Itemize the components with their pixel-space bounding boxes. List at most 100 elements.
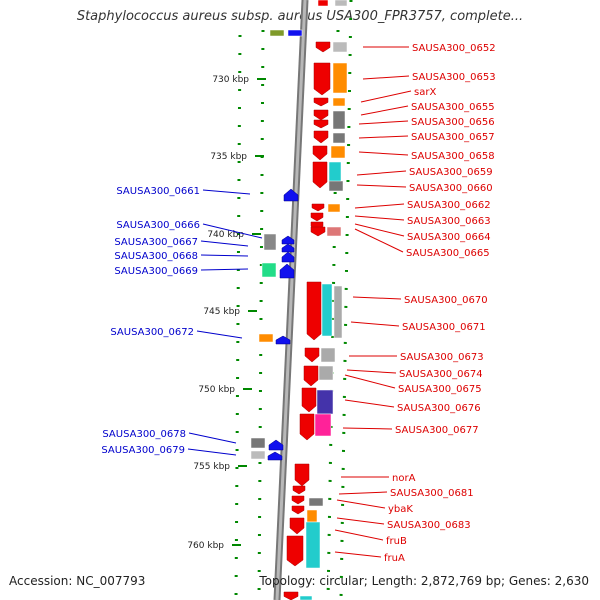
label-leader-line [352, 296, 402, 300]
feature-box [314, 413, 332, 437]
feature-box [332, 110, 346, 130]
forward-gene-label[interactable]: SAUSA300_0658 [411, 151, 495, 162]
forward-gene-label[interactable]: SAUSA300_0657 [411, 132, 495, 143]
backbone-highlight [275, 0, 307, 600]
forward-gene-arrow[interactable] [313, 62, 331, 96]
forward-gene-arrow[interactable] [291, 505, 305, 515]
forward-gene-arrow[interactable] [310, 226, 326, 237]
reverse-gene-label[interactable]: SAUSA300_0666 [116, 220, 200, 231]
axis-tick-label: 750 kbp [198, 385, 235, 395]
axis-tick-label: 745 kbp [203, 307, 240, 317]
forward-gene-arrow[interactable] [315, 41, 331, 53]
reverse-gene-arrow[interactable] [275, 335, 291, 345]
forward-gene-label[interactable]: SAUSA300_0655 [411, 102, 495, 113]
label-leader-line [202, 223, 263, 239]
feature-box [333, 285, 343, 339]
forward-gene-arrow[interactable] [313, 119, 329, 129]
forward-gene-label[interactable]: SAUSA300_0663 [407, 216, 491, 227]
forward-gene-arrow[interactable] [303, 365, 319, 387]
feature-boxes [250, 0, 348, 600]
forward-gene-label[interactable]: SAUSA300_0677 [395, 425, 479, 436]
forward-gene-arrow[interactable] [312, 161, 328, 189]
forward-gene-arrow[interactable] [313, 130, 329, 144]
forward-gene-label[interactable]: SAUSA300_0673 [400, 352, 484, 363]
forward-gene-label[interactable]: SAUSA300_0656 [411, 117, 495, 128]
forward-gene-arrow[interactable] [294, 463, 310, 487]
forward-gene-arrow[interactable] [312, 145, 328, 161]
forward-gene-label[interactable]: SAUSA300_0652 [412, 43, 496, 54]
forward-gene-label[interactable]: SAUSA300_0660 [409, 183, 493, 194]
reverse-gene-label[interactable]: SAUSA300_0678 [102, 429, 186, 440]
label-leader-line [334, 529, 384, 541]
reverse-gene-arrow[interactable] [279, 263, 295, 279]
label-leader-line [334, 551, 382, 558]
forward-gene-arrow[interactable] [313, 97, 329, 107]
track-dotted-line [257, 29, 265, 600]
forward-gene-label[interactable]: norA [392, 473, 416, 484]
forward-gene-label[interactable]: SAUSA300_0671 [402, 322, 486, 333]
axis-tick-label: 735 kbp [210, 152, 247, 162]
feature-box [261, 262, 277, 278]
reverse-gene-arrow[interactable] [268, 439, 284, 451]
genome-backbone [273, 0, 309, 600]
forward-gene-arrow[interactable] [299, 413, 315, 441]
gene-labels: SAUSA300_0652 SAUSA300_0653 sarX SAUSA300_0… [101, 43, 495, 564]
forward-gene-label[interactable]: SAUSA300_0653 [412, 72, 496, 83]
gene-arrows [267, 41, 331, 600]
forward-gene-label[interactable]: SAUSA300_0675 [398, 384, 482, 395]
label-leader-line [346, 369, 397, 374]
reverse-gene-arrow[interactable] [267, 451, 283, 461]
forward-gene-arrow[interactable] [291, 495, 305, 505]
forward-gene-arrow[interactable] [311, 203, 325, 212]
forward-gene-label[interactable]: fruB [386, 536, 407, 547]
feature-box [308, 497, 324, 507]
forward-gene-arrow[interactable] [289, 517, 305, 535]
feature-box [258, 333, 274, 343]
track-dotted-line [234, 34, 242, 600]
forward-gene-label[interactable]: SAUSA300_0670 [404, 295, 488, 306]
label-leaders [187, 46, 412, 558]
reverse-gene-label[interactable]: SAUSA300_0672 [110, 327, 194, 338]
forward-gene-arrow[interactable] [310, 212, 324, 222]
forward-gene-label[interactable]: ybaK [388, 504, 413, 515]
forward-gene-label[interactable]: SAUSA300_0665 [406, 248, 490, 259]
label-leader-line [344, 399, 395, 408]
forward-gene-label[interactable]: SAUSA300_0662 [407, 200, 491, 211]
feature-box [326, 226, 342, 237]
forward-gene-arrow[interactable] [301, 387, 317, 413]
forward-gene-arrow[interactable] [292, 485, 306, 495]
label-leader-line [354, 215, 405, 221]
reverse-gene-label[interactable]: SAUSA300_0679 [101, 445, 185, 456]
forward-gene-label[interactable]: SAUSA300_0664 [407, 232, 491, 243]
forward-gene-arrow[interactable] [304, 347, 320, 363]
forward-gene-label[interactable]: SAUSA300_0659 [409, 167, 493, 178]
reverse-gene-arrow[interactable] [283, 188, 299, 202]
feature-box [250, 437, 266, 449]
label-leader-line [354, 223, 405, 237]
axis-tick-label: 760 kbp [187, 541, 224, 551]
forward-gene-arrow[interactable] [313, 109, 329, 121]
forward-gene-arrow[interactable] [306, 281, 322, 341]
reverse-gene-arrow[interactable] [281, 251, 295, 263]
forward-gene-label[interactable]: SAUSA300_0676 [397, 403, 481, 414]
forward-gene-label[interactable]: SAUSA300_0674 [399, 369, 483, 380]
label-leader-line [360, 105, 409, 116]
label-leader-line [350, 321, 400, 327]
coordinate-axis: 730 kbp 735 kbp 740 kbp 745 kbp 750 kbp 755 k… [187, 75, 266, 551]
forward-gene-label[interactable]: SAUSA300_0683 [387, 520, 471, 531]
forward-gene-label[interactable]: fruA [384, 553, 405, 564]
forward-gene-arrow[interactable] [286, 535, 304, 567]
reverse-gene-label[interactable]: SAUSA300_0669 [114, 266, 198, 277]
reverse-gene-label[interactable]: SAUSA300_0661 [116, 186, 200, 197]
reverse-gene-label[interactable]: SAUSA300_0668 [114, 251, 198, 262]
forward-gene-label[interactable]: sarX [414, 87, 436, 98]
reverse-gene-label[interactable]: SAUSA300_0667 [114, 237, 198, 248]
label-leader-line [336, 499, 386, 509]
feature-box [250, 450, 266, 460]
forward-gene-label[interactable]: SAUSA300_0681 [390, 488, 474, 499]
feature-box [316, 389, 334, 415]
label-leader-line [188, 432, 237, 444]
forward-gene-arrow[interactable] [283, 591, 299, 600]
label-leader-line [344, 374, 396, 389]
